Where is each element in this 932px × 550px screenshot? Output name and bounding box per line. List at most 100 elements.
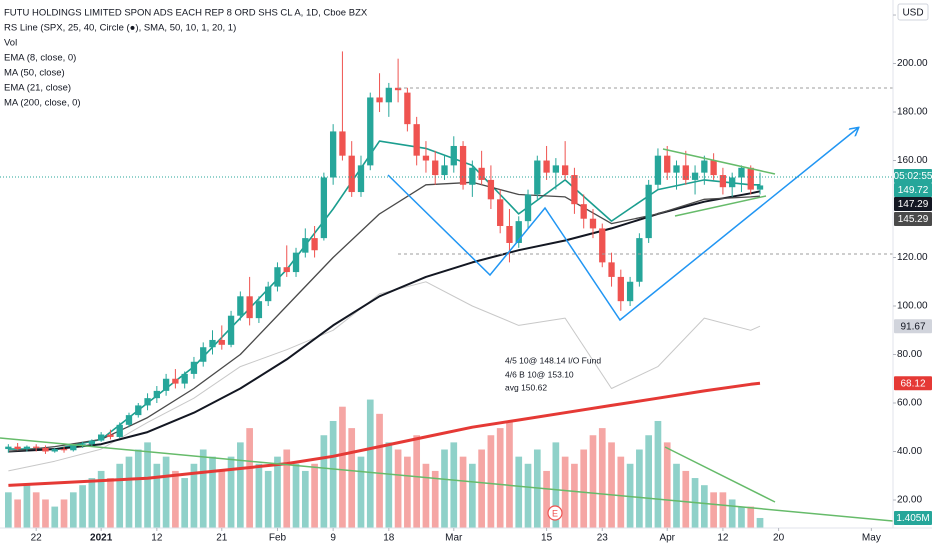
last-price-tag-box [894,183,932,197]
ma50-tag: 147.29 [898,199,929,210]
candle-body [107,434,114,437]
volume-bar [116,463,124,528]
trend-line [0,437,893,522]
volume-bar [329,420,337,528]
candle-body [515,221,522,243]
volume-bar [700,485,708,528]
volume-bar [181,478,189,528]
trend-line [662,148,776,175]
x-tick-label: 20 [773,533,785,544]
volume-bar [385,442,393,528]
candle-body [255,301,263,319]
volume-bar [218,470,226,528]
ma200-tag-box [894,376,932,391]
volume-bar [533,449,541,528]
volume-bar [422,463,430,528]
volume-bar [301,470,309,528]
volume-bar [413,435,421,528]
volume-bar [32,492,40,528]
candle-body [543,160,550,173]
candle-body [422,155,430,161]
candle-body [5,446,12,450]
volume-bar [598,428,606,528]
volume-bar [264,470,272,528]
volume-bar [441,449,448,528]
volume-bar [190,463,198,528]
volume-layer [5,399,764,528]
volume-bar [515,456,523,528]
candle-body [246,296,253,319]
volume-bar [589,435,597,528]
candle-body [97,434,105,441]
volume-tag-box [894,510,932,525]
volume-bar [756,517,764,528]
volume-bar [88,478,96,528]
x-tick-label: 15 [541,533,553,544]
candle-body [599,228,606,263]
x-tick-label: 12 [717,533,729,544]
candle-body [42,447,49,452]
volume-bar [209,456,216,528]
candle-body [135,405,142,416]
legend-item: MA (50, close) [4,68,65,79]
candle-body [227,315,235,345]
currency-box[interactable] [897,3,929,21]
volume-bar [580,449,588,528]
volume-bar [227,456,235,528]
candle-body [218,339,225,345]
y-tick-label: 120.00 [897,252,928,263]
annotation: avg 150.62 [505,382,547,392]
candle-body [172,378,179,384]
volume-bar [246,428,253,528]
candle-body [441,165,448,176]
volume-bar [357,456,365,528]
volume-bar [376,413,383,528]
candle-body [339,131,346,156]
currency: USD [902,8,923,19]
candle-body [432,160,439,176]
earnings-marker[interactable] [547,505,563,521]
candle-body [608,262,615,277]
volume-bar [348,428,356,528]
volume-bar [274,456,281,528]
legend-item: EMA (21, close) [4,83,71,94]
candle-body [654,155,662,185]
candle-body [367,97,374,166]
legend: RS Line (SPX, 25, 40, Circle (●), SMA, 5… [4,23,236,109]
candle-body [636,238,643,282]
volume-bar [617,456,625,528]
candle-body [70,445,77,451]
ma50-tag-box [894,197,932,211]
volume-bar [506,420,513,528]
volume-bar [394,449,402,528]
volume-bar [255,463,263,528]
volume-bar [552,442,560,528]
volume-bar [14,499,21,528]
candle-body [747,167,754,190]
candle-body [691,172,699,180]
legend-item: RS Line (SPX, 25, 40, Circle (●), SMA, 5… [4,23,236,34]
legend-item: Vol [4,38,17,49]
volume-bar [682,470,690,528]
candle-body [645,184,652,239]
y-tick-label: 200.00 [897,58,928,69]
candle-body [459,145,467,185]
countdown-tag: 05:02:55 [894,171,932,182]
candle-body [60,449,68,451]
candle-layer [5,51,764,454]
volume-bar [719,492,727,528]
candle-body [487,179,495,200]
volume-bar [524,463,532,528]
volume-bar [5,492,12,528]
x-tick-label: Mar [445,533,463,544]
volume-bar [339,406,346,528]
candle-body [376,97,383,103]
candle-body [357,165,365,193]
volume-bar [79,485,86,528]
candle-body [450,145,457,166]
volume-bar [237,442,244,528]
x-tick-label: 18 [383,533,395,544]
candle-body [14,446,21,450]
last-price-tag: 149.72 [898,185,929,196]
